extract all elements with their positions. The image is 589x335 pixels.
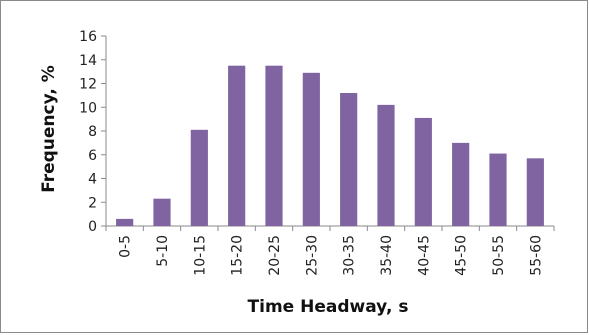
x-tick-label: 35-40 [379,235,395,276]
x-tick-label: 20-25 [267,235,283,276]
x-tick-label: 10-15 [192,235,208,276]
y-tick-label: 12 [79,77,97,93]
bar-45-50 [452,142,470,226]
bars-group [116,65,544,226]
y-tick-labels: 0 2 4 6 8 10 12 14 16 [79,29,97,235]
bar-30-35 [340,93,358,226]
bar-10-15 [190,129,208,226]
bar-55-60 [526,158,544,226]
bar-15-20 [228,65,246,226]
bar-20-25 [265,65,283,226]
x-tick-label: 50-55 [491,235,507,276]
x-tick-label: 55-60 [528,235,544,276]
y-tick-label: 8 [88,124,97,140]
bar-25-30 [302,72,320,226]
x-tick-label: 25-30 [304,235,320,276]
y-tick-label: 2 [88,195,97,211]
y-tick-label: 6 [88,148,97,164]
x-tick-label: 5-10 [155,235,171,267]
x-tick-label: 30-35 [342,235,358,276]
bar-5-10 [153,198,171,226]
y-tick-label: 16 [79,29,97,45]
x-tick-label: 0-5 [118,235,134,258]
x-axis-title: Time Headway, s [248,297,409,317]
y-tick-label: 14 [79,53,97,69]
y-axis-title: Frequency, % [39,65,59,193]
bar-35-40 [377,104,395,226]
bar-50-55 [489,153,507,226]
y-tick-label: 4 [88,172,97,188]
x-tick-label: 45-50 [454,235,470,276]
x-tick-label: 40-45 [416,235,432,276]
bar-0-5 [116,218,134,226]
y-tick-label: 0 [88,219,97,235]
x-tick-label: 15-20 [230,235,246,276]
bar-40-45 [414,117,432,226]
y-tick-label: 10 [79,100,97,116]
x-tick-labels: 0-5 5-10 10-15 15-20 20-25 25-30 30-35 35-40 40-… [118,235,545,276]
axes [101,35,555,231]
